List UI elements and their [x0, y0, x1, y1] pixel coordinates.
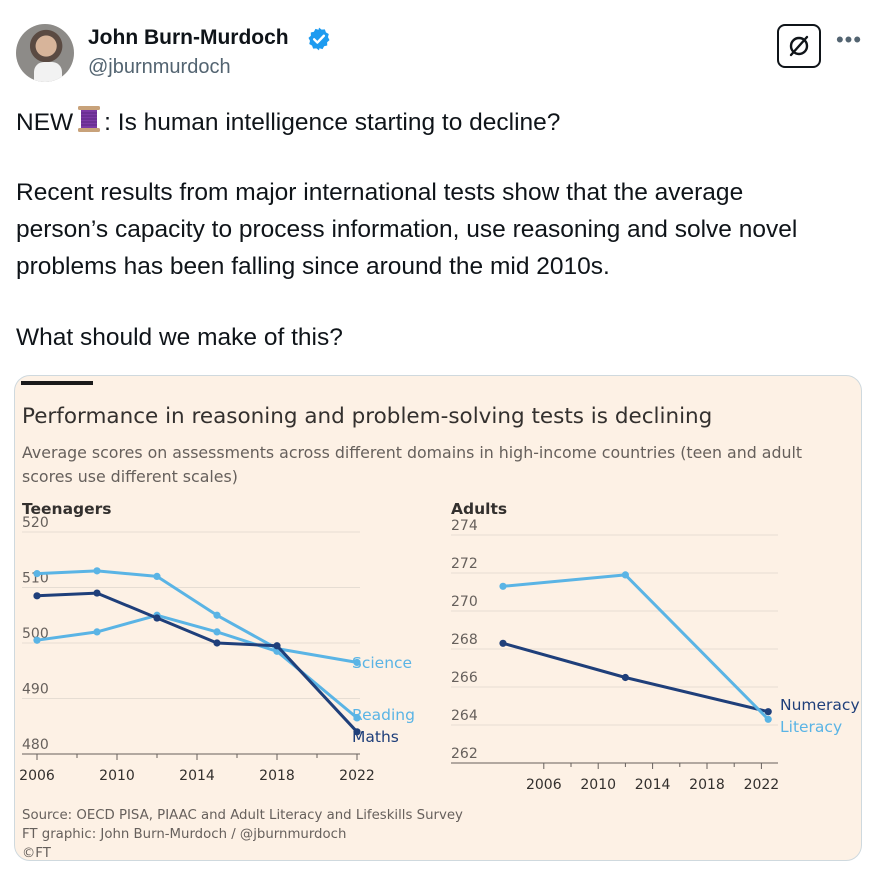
series-label-literacy: Literacy [780, 718, 842, 736]
data-point-maths [153, 614, 161, 622]
series-line-literacy [501, 573, 770, 721]
more-icon[interactable]: ••• [835, 27, 863, 52]
y-tick-label: 264 [451, 708, 478, 724]
y-tick-label: 274 [451, 518, 478, 534]
data-point-reading [33, 636, 41, 644]
tweet-text-line: problems has been falling since around t… [16, 253, 610, 280]
avatar[interactable] [16, 24, 74, 82]
series-line-reading [35, 613, 359, 720]
verified-badge-icon [306, 26, 332, 52]
data-point-literacy [621, 571, 630, 579]
y-tick-label: 272 [451, 556, 478, 572]
x-tick-label: 2022 [744, 777, 780, 793]
spool-of-thread-emoji-icon [75, 104, 103, 134]
tweet-text-line: Recent results from major international … [16, 179, 744, 206]
data-point-science [353, 658, 361, 667]
data-point-maths [273, 642, 281, 650]
x-tick-label: 2006 [526, 777, 562, 793]
data-point-maths [33, 592, 41, 600]
chart-title: Performance in reasoning and problem-sol… [22, 404, 712, 429]
chart-credit: FT graphic: John Burn-Murdoch / @jburnmu… [22, 827, 346, 842]
y-tick-label: 490 [22, 682, 49, 698]
chart-source: Source: OECD PISA, PIAAC and Adult Liter… [22, 808, 463, 823]
x-tick-label: 2010 [580, 777, 616, 793]
series-label-reading: Reading [352, 706, 415, 724]
data-point-numeracy [621, 673, 630, 682]
tweet-text-line: NEW : Is human intelligence starting to … [16, 104, 560, 141]
chart-figure: Performance in reasoning and problem-sol… [19, 381, 860, 861]
x-tick-label: 2014 [635, 777, 671, 793]
x-tick-label: 2018 [689, 777, 725, 793]
panel-title: Teenagers [22, 500, 112, 518]
data-point-science [33, 570, 41, 578]
y-tick-label: 270 [451, 594, 478, 610]
y-tick-label: 480 [22, 737, 49, 753]
author-name[interactable]: John Burn-Murdoch [88, 26, 289, 49]
x-tick-label: 2018 [259, 768, 295, 784]
series-line-maths [35, 591, 359, 734]
data-point-reading [213, 628, 221, 636]
ft-header-bar [21, 381, 93, 385]
panel-title: Adults [451, 500, 507, 518]
x-tick-label: 2014 [179, 768, 215, 784]
data-point-reading [93, 628, 101, 636]
series-label-maths: Maths [352, 728, 399, 746]
chart-image[interactable]: Performance in reasoning and problem-sol… [14, 375, 862, 861]
tweet-text-line: What should we make of this? [16, 324, 343, 351]
data-point-literacy [499, 582, 507, 590]
x-tick-label: 2010 [99, 768, 135, 784]
data-point-numeracy [764, 708, 772, 716]
chart-copyright: ©FT [22, 846, 52, 861]
tweet-text-segment: NEW [16, 109, 74, 136]
series-line-science [35, 569, 359, 664]
x-tick-label: 2022 [339, 768, 375, 784]
tweet-text-segment: : Is human intelligence starting to decl… [104, 109, 561, 136]
y-tick-label: 266 [451, 670, 478, 686]
tweet-text-line: person’s capacity to process information… [16, 216, 798, 243]
data-point-science [93, 567, 101, 575]
x-tick-label: 2006 [19, 768, 55, 784]
adults-panel: Adults 262 264 266 268 270 272 274 2006 2010 2014 2… [451, 500, 860, 793]
series-label-numeracy: Numeracy [780, 696, 860, 714]
data-point-science [213, 611, 221, 619]
chart-subtitle: scores use different scales) [22, 467, 238, 486]
data-point-literacy [764, 715, 772, 723]
chart-subtitle: Average scores on assessments across dif… [22, 443, 802, 462]
data-point-maths [353, 728, 361, 736]
data-point-maths [93, 589, 101, 597]
y-tick-label: 520 [22, 515, 49, 531]
data-point-maths [213, 639, 221, 647]
data-point-numeracy [499, 639, 507, 647]
grok-icon[interactable] [777, 24, 821, 68]
series-label-science: Science [352, 654, 412, 672]
data-point-science [153, 572, 161, 580]
y-tick-label: 268 [451, 632, 478, 648]
author-handle[interactable]: @jburnmurdoch [88, 56, 231, 78]
data-point-reading [353, 714, 361, 722]
y-tick-label: 262 [451, 746, 478, 762]
